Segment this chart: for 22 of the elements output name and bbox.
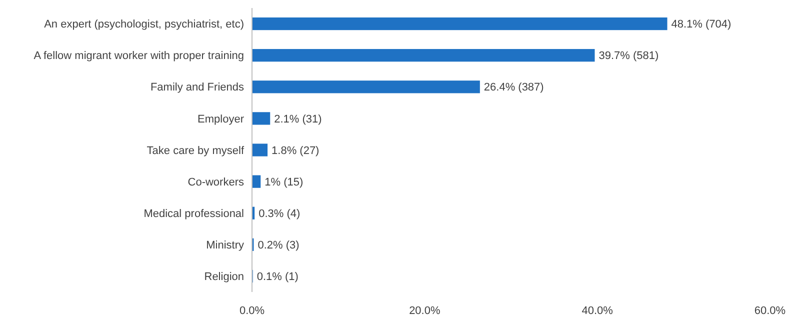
y-tick-label: Take care by myself bbox=[146, 144, 245, 157]
data-label: 0.2% (3) bbox=[258, 240, 300, 252]
x-tick-label: 20.0% bbox=[409, 305, 440, 317]
y-tick-label: An expert (psychologist, psychiatrist, etc) bbox=[44, 18, 244, 31]
y-tick-label: Religion bbox=[204, 271, 244, 284]
y-tick-label: Medical professional bbox=[144, 208, 244, 220]
data-label: 39.7% (581) bbox=[598, 50, 659, 62]
data-label: 48.1% (704) bbox=[671, 18, 732, 31]
y-tick-label: Co-workers bbox=[188, 176, 244, 188]
data-label: 1% (15) bbox=[264, 176, 304, 188]
y-tick-label: A fellow migrant worker with proper training bbox=[34, 50, 244, 62]
data-label: 26.4% (387) bbox=[484, 82, 544, 94]
y-tick-label: Ministry bbox=[206, 240, 244, 252]
y-tick-label: Employer bbox=[198, 113, 244, 126]
x-tick-label: 60.0% bbox=[754, 305, 786, 317]
data-label: 1.8% (27) bbox=[272, 144, 320, 157]
data-label: 2.1% (31) bbox=[274, 113, 322, 126]
data-label: 0.3% (4) bbox=[258, 208, 300, 220]
x-tick-label: 40.0% bbox=[582, 305, 614, 317]
y-tick-label: Family and Friends bbox=[150, 82, 244, 94]
x-tick-label: 0.0% bbox=[239, 305, 265, 317]
data-label: 0.1% (1) bbox=[256, 271, 298, 284]
